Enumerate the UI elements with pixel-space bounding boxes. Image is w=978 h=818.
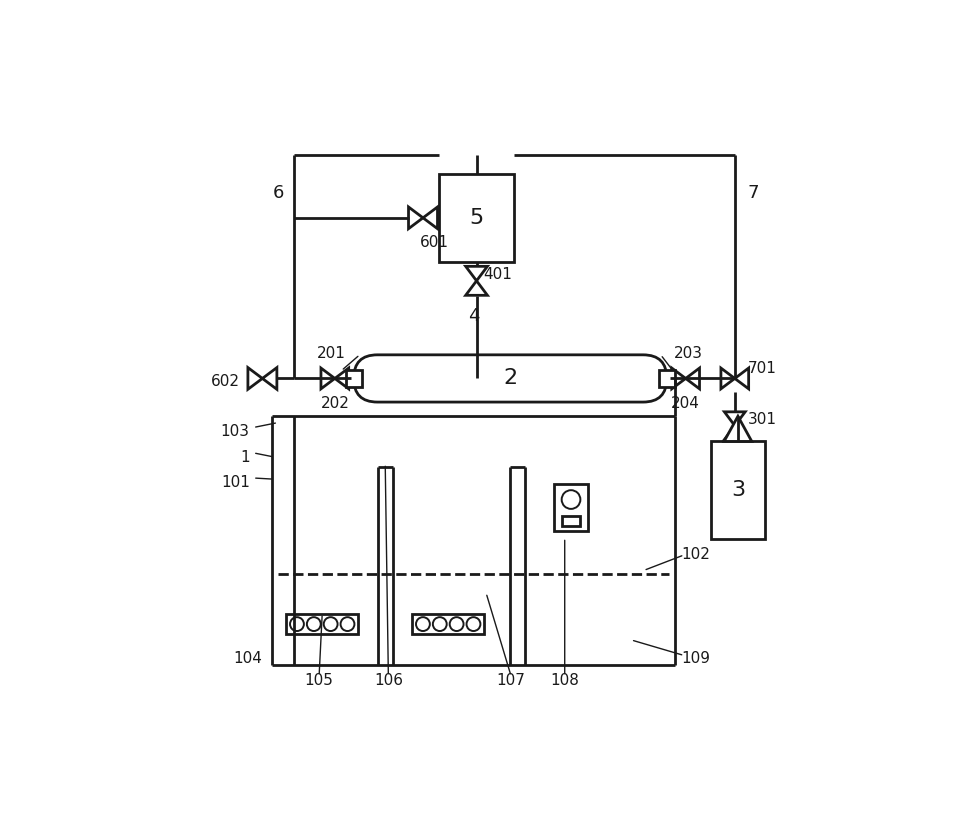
Bar	[438, 173, 513, 262]
Text: 401: 401	[482, 267, 511, 282]
Bar	[554, 484, 588, 531]
Bar	[345, 371, 362, 387]
Text: 105: 105	[304, 673, 333, 688]
Text: 3: 3	[731, 480, 744, 501]
Bar	[658, 371, 674, 387]
Polygon shape	[685, 368, 699, 389]
Bar	[412, 614, 484, 635]
Text: 601: 601	[420, 236, 448, 250]
Polygon shape	[262, 367, 277, 389]
Polygon shape	[724, 411, 744, 425]
Text: 202: 202	[320, 396, 349, 411]
Polygon shape	[408, 207, 422, 229]
Circle shape	[340, 617, 354, 631]
Text: 2: 2	[503, 368, 516, 389]
Polygon shape	[724, 425, 744, 439]
Text: 103: 103	[221, 425, 249, 439]
Text: 301: 301	[746, 412, 776, 427]
Polygon shape	[466, 267, 487, 281]
Text: 701: 701	[746, 362, 776, 376]
Polygon shape	[422, 207, 437, 229]
Polygon shape	[247, 367, 262, 389]
Bar	[286, 614, 358, 635]
Polygon shape	[671, 368, 685, 389]
Bar	[561, 516, 579, 525]
Text: 106: 106	[374, 673, 403, 688]
Polygon shape	[334, 368, 348, 389]
Circle shape	[467, 617, 480, 631]
Circle shape	[561, 490, 580, 509]
Circle shape	[324, 617, 337, 631]
Text: 104: 104	[234, 651, 262, 666]
Polygon shape	[466, 281, 487, 295]
Text: 5: 5	[468, 208, 483, 228]
Text: 101: 101	[221, 475, 249, 490]
Polygon shape	[720, 368, 734, 389]
Text: 107: 107	[496, 673, 525, 688]
Bar	[710, 442, 764, 539]
Text: 204: 204	[671, 396, 699, 411]
Text: 109: 109	[681, 651, 709, 666]
Polygon shape	[734, 368, 748, 389]
Circle shape	[432, 617, 446, 631]
Text: 201: 201	[317, 346, 346, 361]
Circle shape	[289, 617, 303, 631]
FancyBboxPatch shape	[353, 355, 666, 402]
Polygon shape	[724, 416, 751, 442]
Text: 7: 7	[746, 183, 758, 202]
Text: 4: 4	[467, 308, 478, 326]
Text: 203: 203	[674, 346, 702, 361]
Circle shape	[306, 617, 321, 631]
Polygon shape	[321, 368, 334, 389]
Text: 6: 6	[272, 183, 284, 202]
Circle shape	[449, 617, 463, 631]
Text: 108: 108	[550, 673, 579, 688]
Text: 102: 102	[681, 547, 709, 562]
Text: 1: 1	[240, 450, 249, 465]
Text: 602: 602	[211, 374, 241, 389]
Circle shape	[416, 617, 429, 631]
